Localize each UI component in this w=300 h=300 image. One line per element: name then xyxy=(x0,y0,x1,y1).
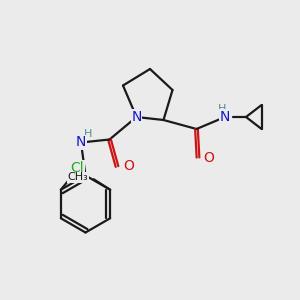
Text: N: N xyxy=(220,110,230,124)
Text: H: H xyxy=(83,129,92,139)
Text: N: N xyxy=(131,110,142,124)
Text: N: N xyxy=(76,136,86,149)
Text: O: O xyxy=(123,160,134,173)
Text: O: O xyxy=(203,151,214,164)
Text: CH₃: CH₃ xyxy=(68,172,88,182)
Text: Cl: Cl xyxy=(70,161,84,175)
Text: H: H xyxy=(218,103,226,114)
